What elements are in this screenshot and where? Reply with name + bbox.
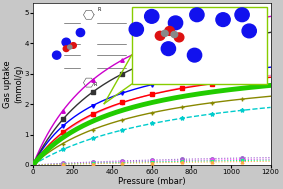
X-axis label: Pressure (mbar): Pressure (mbar) <box>118 177 186 186</box>
Text: R: R <box>98 7 101 12</box>
Ellipse shape <box>129 22 143 36</box>
Ellipse shape <box>165 26 174 35</box>
Ellipse shape <box>235 8 249 22</box>
Bar <box>132 7 267 84</box>
Ellipse shape <box>145 9 159 23</box>
Ellipse shape <box>62 38 70 46</box>
Ellipse shape <box>187 48 202 62</box>
Ellipse shape <box>242 24 256 38</box>
Ellipse shape <box>68 45 72 49</box>
Ellipse shape <box>171 31 178 38</box>
Ellipse shape <box>162 30 168 36</box>
Ellipse shape <box>190 8 204 22</box>
Ellipse shape <box>76 29 85 37</box>
Ellipse shape <box>63 46 69 52</box>
Ellipse shape <box>161 42 175 56</box>
Y-axis label: Gas uptake
(mmol/g): Gas uptake (mmol/g) <box>3 60 23 108</box>
Ellipse shape <box>155 31 165 40</box>
Ellipse shape <box>216 13 230 26</box>
Ellipse shape <box>70 43 76 48</box>
Ellipse shape <box>168 16 183 30</box>
Text: R: R <box>93 82 97 87</box>
Ellipse shape <box>174 33 184 42</box>
Ellipse shape <box>53 51 61 59</box>
